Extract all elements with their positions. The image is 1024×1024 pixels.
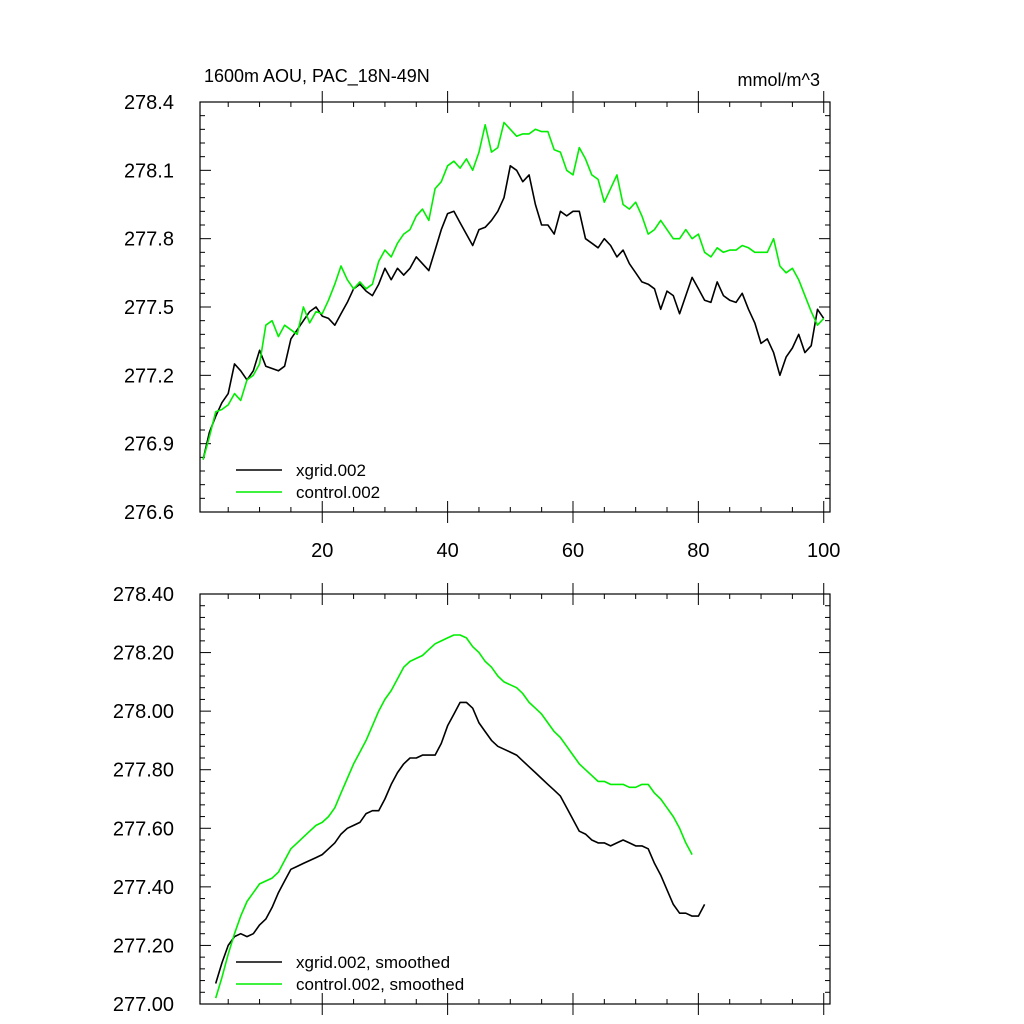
y-tick-label: 276.6 <box>124 502 174 524</box>
series-line-control-002-smoothed <box>214 634 693 999</box>
x-tick-label: 60 <box>562 540 584 562</box>
series-line-xgrid-002-smoothed <box>214 701 706 984</box>
x-tick-label: 20 <box>311 540 333 562</box>
x-tick-label: 100 <box>807 540 840 562</box>
series-line-xgrid-002 <box>202 165 825 460</box>
y-tick-label: 277.5 <box>124 297 174 319</box>
y-tick-label: 277.00 <box>113 994 174 1016</box>
plot-frame <box>199 101 831 513</box>
chart-title: 1600m AOU, PAC_18N-49N <box>204 66 430 87</box>
y-tick-label: 276.9 <box>124 434 174 456</box>
x-tick-label: 40 <box>436 540 458 562</box>
legend-label: xgrid.002 <box>296 461 366 480</box>
y-tick-label: 277.8 <box>124 229 174 251</box>
y-tick-label: 277.80 <box>113 760 174 782</box>
y-tick-label: 278.1 <box>124 160 174 182</box>
y-tick-label: 278.20 <box>113 643 174 665</box>
y-tick-label: 277.2 <box>124 365 174 387</box>
y-tick-label: 278.4 <box>124 92 174 114</box>
bottom-panel: 277.00 277.20 277.40 277.60 277.80 278.00 278.… <box>113 583 831 1016</box>
y-tick-label: 277.40 <box>113 877 174 899</box>
y-tick-label: 278.00 <box>113 701 174 723</box>
legend-label: xgrid.002, smoothed <box>296 953 450 972</box>
plot-frame <box>199 593 831 1005</box>
top-panel: 20 40 60 80 100 276.6 276.9 277.2 277.5 277.8 278.… <box>124 91 840 562</box>
y-tick-label: 277.20 <box>113 935 174 957</box>
x-tick-label: 80 <box>687 540 709 562</box>
series-line-control-002 <box>202 121 825 460</box>
y-tick-label: 277.60 <box>113 818 174 840</box>
legend-label: control.002 <box>296 483 380 502</box>
units-label: mmol/m^3 <box>738 70 820 90</box>
legend-label: control.002, smoothed <box>296 975 464 994</box>
y-tick-label: 278.40 <box>113 584 174 606</box>
